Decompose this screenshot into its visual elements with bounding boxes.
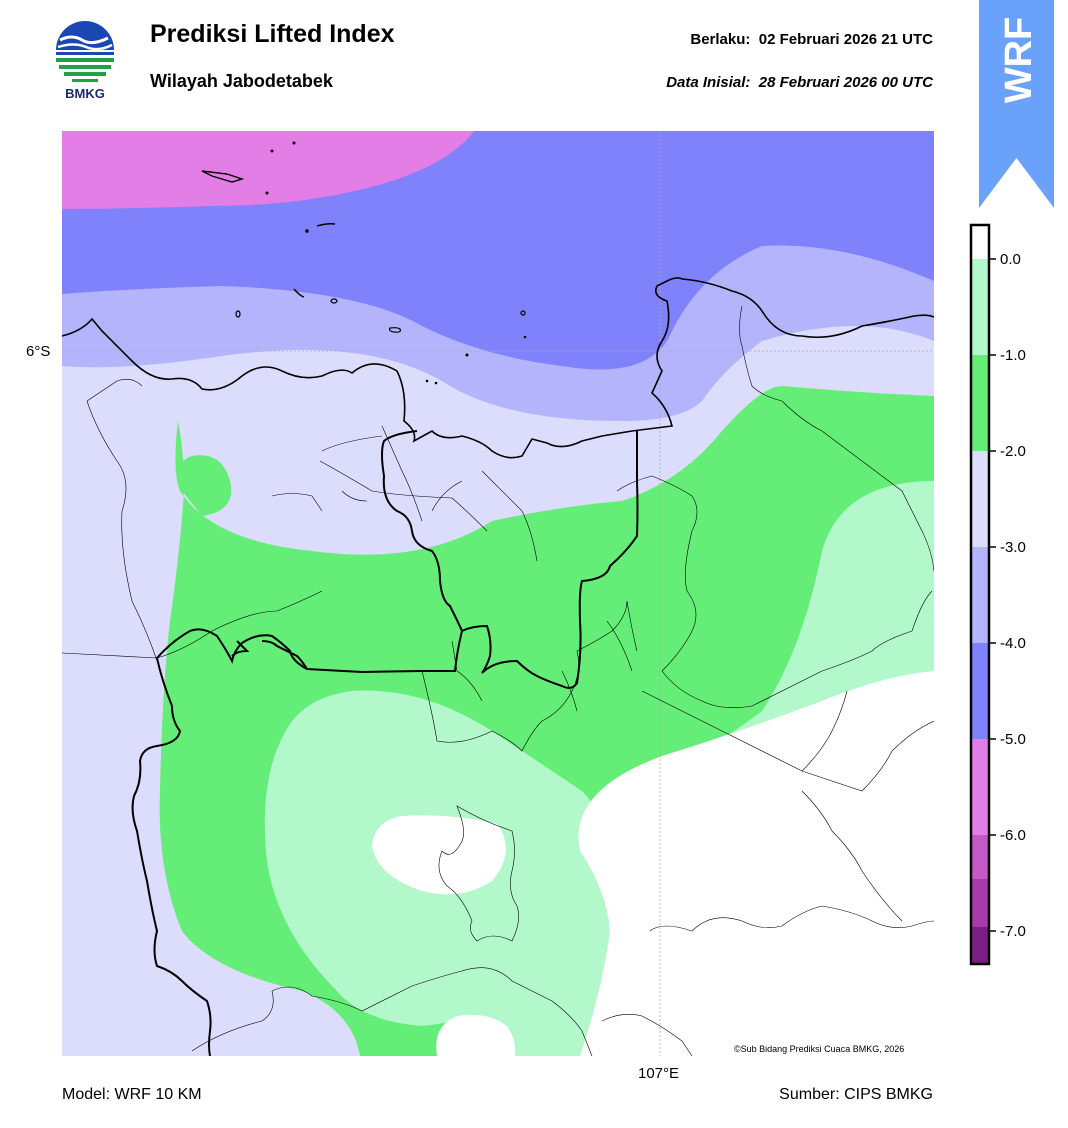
colorbar-segment: [971, 927, 989, 964]
colorbar-tick-label: -3.0: [1000, 539, 1026, 556]
li-zone-positive-central: [372, 815, 506, 895]
logo-text: BMKG: [65, 86, 105, 101]
island: [523, 335, 527, 339]
colorbar-segment: [971, 739, 989, 835]
coastline: [62, 277, 934, 459]
valid-value: 02 Februari 2026 21 UTC: [758, 31, 933, 48]
colorbar-tick-label: -4.0: [1000, 635, 1026, 652]
li-zone-1-2-lobe: [179, 455, 232, 516]
init-time: Data Inisial: 28 Februari 2026 00 UTC: [666, 74, 933, 91]
colorbar-segment: [971, 259, 989, 355]
init-label: Data Inisial:: [666, 74, 751, 91]
colorbar-segment: [971, 835, 989, 879]
colorbar-segment: [971, 225, 989, 259]
li-zone-5-6: [62, 131, 474, 209]
island: [425, 379, 429, 383]
valid-label: Berlaku:: [690, 31, 751, 48]
source-label: Sumber: CIPS BMKG: [779, 1086, 933, 1103]
island: [292, 141, 296, 145]
island: [270, 149, 274, 153]
lifted-index-map: [62, 131, 934, 1056]
island: [330, 298, 338, 304]
colorbar-segment: [971, 879, 989, 927]
island: [316, 223, 336, 227]
wrf-banner: WRF: [979, 0, 1054, 208]
longitude-label: 107°E: [638, 1065, 680, 1082]
page-title: Prediksi Lifted Index: [150, 20, 395, 48]
island: [265, 191, 269, 195]
colorbar-tick-label: -2.0: [1000, 443, 1026, 460]
copyright-text: ©Sub Bidang Prediksi Cuaca BMKG, 2026: [734, 1044, 905, 1054]
colorbar-tick-label: -6.0: [1000, 827, 1026, 844]
model-label: Model: WRF 10 KM: [62, 1086, 202, 1103]
colorbar-segment: [971, 547, 989, 643]
latitude-label: 6°S: [26, 343, 51, 360]
island: [235, 310, 241, 318]
province-boundaries: [131, 430, 639, 1056]
colorbar-frame: [969, 223, 991, 966]
banner-text: WRF: [998, 17, 1040, 104]
colorbar-segment: [971, 355, 989, 451]
valid-time: Berlaku: 02 Februari 2026 21 UTC: [690, 31, 933, 48]
island: [520, 310, 526, 316]
region-subtitle: Wilayah Jabodetabek: [150, 71, 333, 91]
colorbar-segment: [971, 643, 989, 739]
island: [465, 353, 469, 357]
colorbar-tick-label: -7.0: [1000, 923, 1026, 940]
island: [305, 229, 309, 233]
colorbar-tick-label: -1.0: [1000, 347, 1026, 364]
island: [434, 381, 438, 385]
island: [201, 170, 245, 183]
bmkg-logo: BMKG: [52, 20, 118, 102]
colorbar-segment: [971, 451, 989, 547]
li-zone-positive-south: [436, 1014, 516, 1056]
colorbar-tick-label: -5.0: [1000, 731, 1026, 748]
colorbar-tick-label: 0.0: [1000, 251, 1021, 268]
island: [293, 288, 305, 298]
li-zone-positive-east: [578, 671, 934, 1056]
island: [388, 327, 401, 333]
init-value: 28 Februari 2026 00 UTC: [758, 74, 933, 91]
colorbar: 0.0 -1.0 -2.0 -3.0 -4.0 -5.0 -6.0 -7.0: [965, 222, 1068, 968]
